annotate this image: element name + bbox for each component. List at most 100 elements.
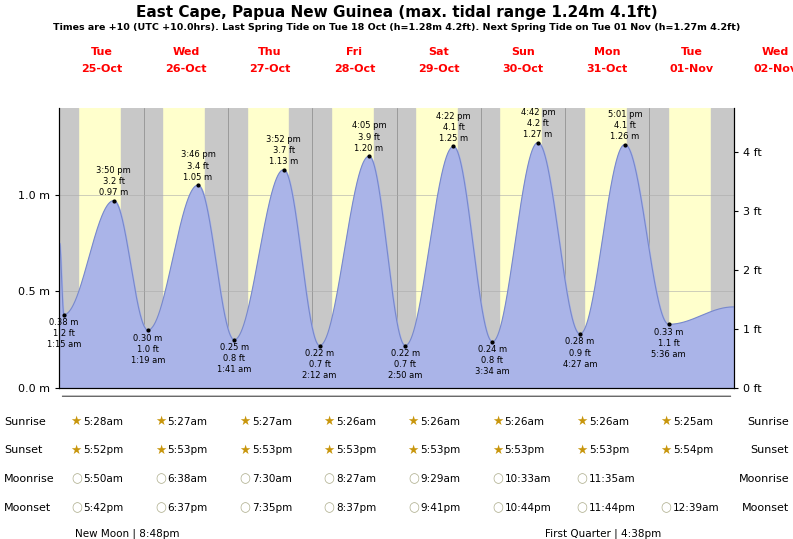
Text: ★: ★ [576, 416, 588, 429]
Text: ★: ★ [661, 444, 672, 457]
Text: 26-Oct: 26-Oct [165, 64, 207, 74]
Text: ★: ★ [71, 416, 82, 429]
Text: 27-Oct: 27-Oct [250, 64, 291, 74]
Text: ○: ○ [577, 501, 588, 514]
Text: 31-Oct: 31-Oct [587, 64, 628, 74]
Text: 5:26am: 5:26am [420, 417, 461, 427]
Text: Sunrise: Sunrise [747, 417, 789, 427]
Text: 0.30 m
1.0 ft
1:19 am: 0.30 m 1.0 ft 1:19 am [131, 334, 165, 365]
Text: ○: ○ [155, 473, 166, 486]
Text: 7:30am: 7:30am [252, 474, 292, 484]
Text: 12:39am: 12:39am [673, 502, 720, 513]
Text: ★: ★ [576, 444, 588, 457]
Text: 0.38 m
1.2 ft
1:15 am: 0.38 m 1.2 ft 1:15 am [47, 318, 81, 349]
Text: 10:33am: 10:33am [504, 474, 551, 484]
Text: 11:35am: 11:35am [589, 474, 635, 484]
Text: Times are +10 (UTC +10.0hrs). Last Spring Tide on Tue 18 Oct (h=1.28m 4.2ft). Ne: Times are +10 (UTC +10.0hrs). Last Sprin… [53, 23, 740, 32]
Bar [59, 108, 78, 388]
Text: 5:53pm: 5:53pm [420, 445, 461, 455]
Text: 5:53pm: 5:53pm [504, 445, 545, 455]
Text: 5:25am: 5:25am [673, 417, 713, 427]
Text: 5:26am: 5:26am [336, 417, 376, 427]
Text: 6:37pm: 6:37pm [167, 502, 208, 513]
Text: 5:26am: 5:26am [504, 417, 545, 427]
Text: 6:38am: 6:38am [167, 474, 208, 484]
Text: 3:46 pm
3.4 ft
1.05 m: 3:46 pm 3.4 ft 1.05 m [181, 150, 216, 182]
Bar [121, 108, 163, 388]
Text: 4:22 pm
4.1 ft
1.25 m: 4:22 pm 4.1 ft 1.25 m [436, 112, 471, 143]
Text: 0.22 m
0.7 ft
2:12 am: 0.22 m 0.7 ft 2:12 am [302, 349, 337, 380]
Text: ★: ★ [155, 416, 166, 429]
Text: 4:05 pm
3.9 ft
1.20 m: 4:05 pm 3.9 ft 1.20 m [352, 121, 386, 153]
Text: 5:52pm: 5:52pm [83, 445, 124, 455]
Text: ★: ★ [71, 444, 82, 457]
Text: 5:53pm: 5:53pm [167, 445, 208, 455]
Text: ★: ★ [492, 416, 503, 429]
Text: Sat: Sat [428, 46, 449, 57]
Text: 0.28 m
0.9 ft
4:27 am: 0.28 m 0.9 ft 4:27 am [563, 337, 597, 369]
Text: ★: ★ [155, 444, 166, 457]
Text: 01-Nov: 01-Nov [669, 64, 714, 74]
Text: ○: ○ [408, 501, 419, 514]
Text: ★: ★ [239, 444, 251, 457]
Text: Wed: Wed [172, 46, 200, 57]
Text: 10:44pm: 10:44pm [504, 502, 551, 513]
Bar [458, 108, 500, 388]
Text: ○: ○ [239, 473, 251, 486]
Text: 5:27am: 5:27am [167, 417, 208, 427]
Text: 9:29am: 9:29am [420, 474, 461, 484]
Text: ○: ○ [324, 473, 335, 486]
Text: 0.22 m
0.7 ft
2:50 am: 0.22 m 0.7 ft 2:50 am [388, 349, 423, 380]
Text: ★: ★ [661, 416, 672, 429]
Text: ★: ★ [324, 416, 335, 429]
Text: 11:44pm: 11:44pm [589, 502, 636, 513]
Text: 5:26am: 5:26am [589, 417, 629, 427]
Text: ○: ○ [492, 473, 503, 486]
Bar [626, 108, 668, 388]
Text: 5:53pm: 5:53pm [252, 445, 292, 455]
Text: ○: ○ [492, 501, 503, 514]
Text: Moonset: Moonset [741, 502, 789, 513]
Text: 0.24 m
0.8 ft
3:34 am: 0.24 m 0.8 ft 3:34 am [475, 345, 510, 376]
Text: New Moon | 8:48pm: New Moon | 8:48pm [75, 528, 179, 538]
Text: ★: ★ [324, 444, 335, 457]
Text: 3:50 pm
3.2 ft
0.97 m: 3:50 pm 3.2 ft 0.97 m [97, 166, 131, 197]
Text: ★: ★ [492, 444, 503, 457]
Text: 8:37pm: 8:37pm [336, 502, 377, 513]
Text: ★: ★ [239, 416, 251, 429]
Text: Sunset: Sunset [4, 445, 42, 455]
Text: Moonrise: Moonrise [738, 474, 789, 484]
Text: 5:54pm: 5:54pm [673, 445, 714, 455]
Text: 0.33 m
1.1 ft
5:36 am: 0.33 m 1.1 ft 5:36 am [651, 328, 686, 359]
Text: ★: ★ [408, 444, 419, 457]
Text: 0.25 m
0.8 ft
1:41 am: 0.25 m 0.8 ft 1:41 am [217, 343, 251, 375]
Text: 5:53pm: 5:53pm [336, 445, 377, 455]
Text: First Quarter | 4:38pm: First Quarter | 4:38pm [545, 528, 661, 538]
Text: 28-Oct: 28-Oct [334, 64, 375, 74]
Text: ○: ○ [324, 501, 335, 514]
Text: Moonrise: Moonrise [4, 474, 55, 484]
Text: 8:27am: 8:27am [336, 474, 376, 484]
Text: ○: ○ [155, 501, 166, 514]
Text: 9:41pm: 9:41pm [420, 502, 461, 513]
Text: 29-Oct: 29-Oct [418, 64, 459, 74]
Text: Sun: Sun [511, 46, 534, 57]
Text: 5:28am: 5:28am [83, 417, 124, 427]
Text: Moonset: Moonset [4, 502, 52, 513]
Text: Tue: Tue [90, 46, 113, 57]
Text: 5:27am: 5:27am [252, 417, 292, 427]
Text: 5:42pm: 5:42pm [83, 502, 124, 513]
Text: 5:01 pm
4.1 ft
1.26 m: 5:01 pm 4.1 ft 1.26 m [607, 110, 642, 141]
Text: Thu: Thu [259, 46, 282, 57]
Text: East Cape, Papua New Guinea (max. tidal range 1.24m 4.1ft): East Cape, Papua New Guinea (max. tidal … [136, 5, 657, 20]
Text: ○: ○ [408, 473, 419, 486]
Text: 4:42 pm
4.2 ft
1.27 m: 4:42 pm 4.2 ft 1.27 m [520, 108, 555, 139]
Text: ○: ○ [71, 473, 82, 486]
Text: 30-Oct: 30-Oct [502, 64, 543, 74]
Text: 02-Nov: 02-Nov [753, 64, 793, 74]
Bar [374, 108, 415, 388]
Bar [542, 108, 584, 388]
Text: ○: ○ [661, 501, 672, 514]
Text: ○: ○ [577, 473, 588, 486]
Bar [711, 108, 734, 388]
